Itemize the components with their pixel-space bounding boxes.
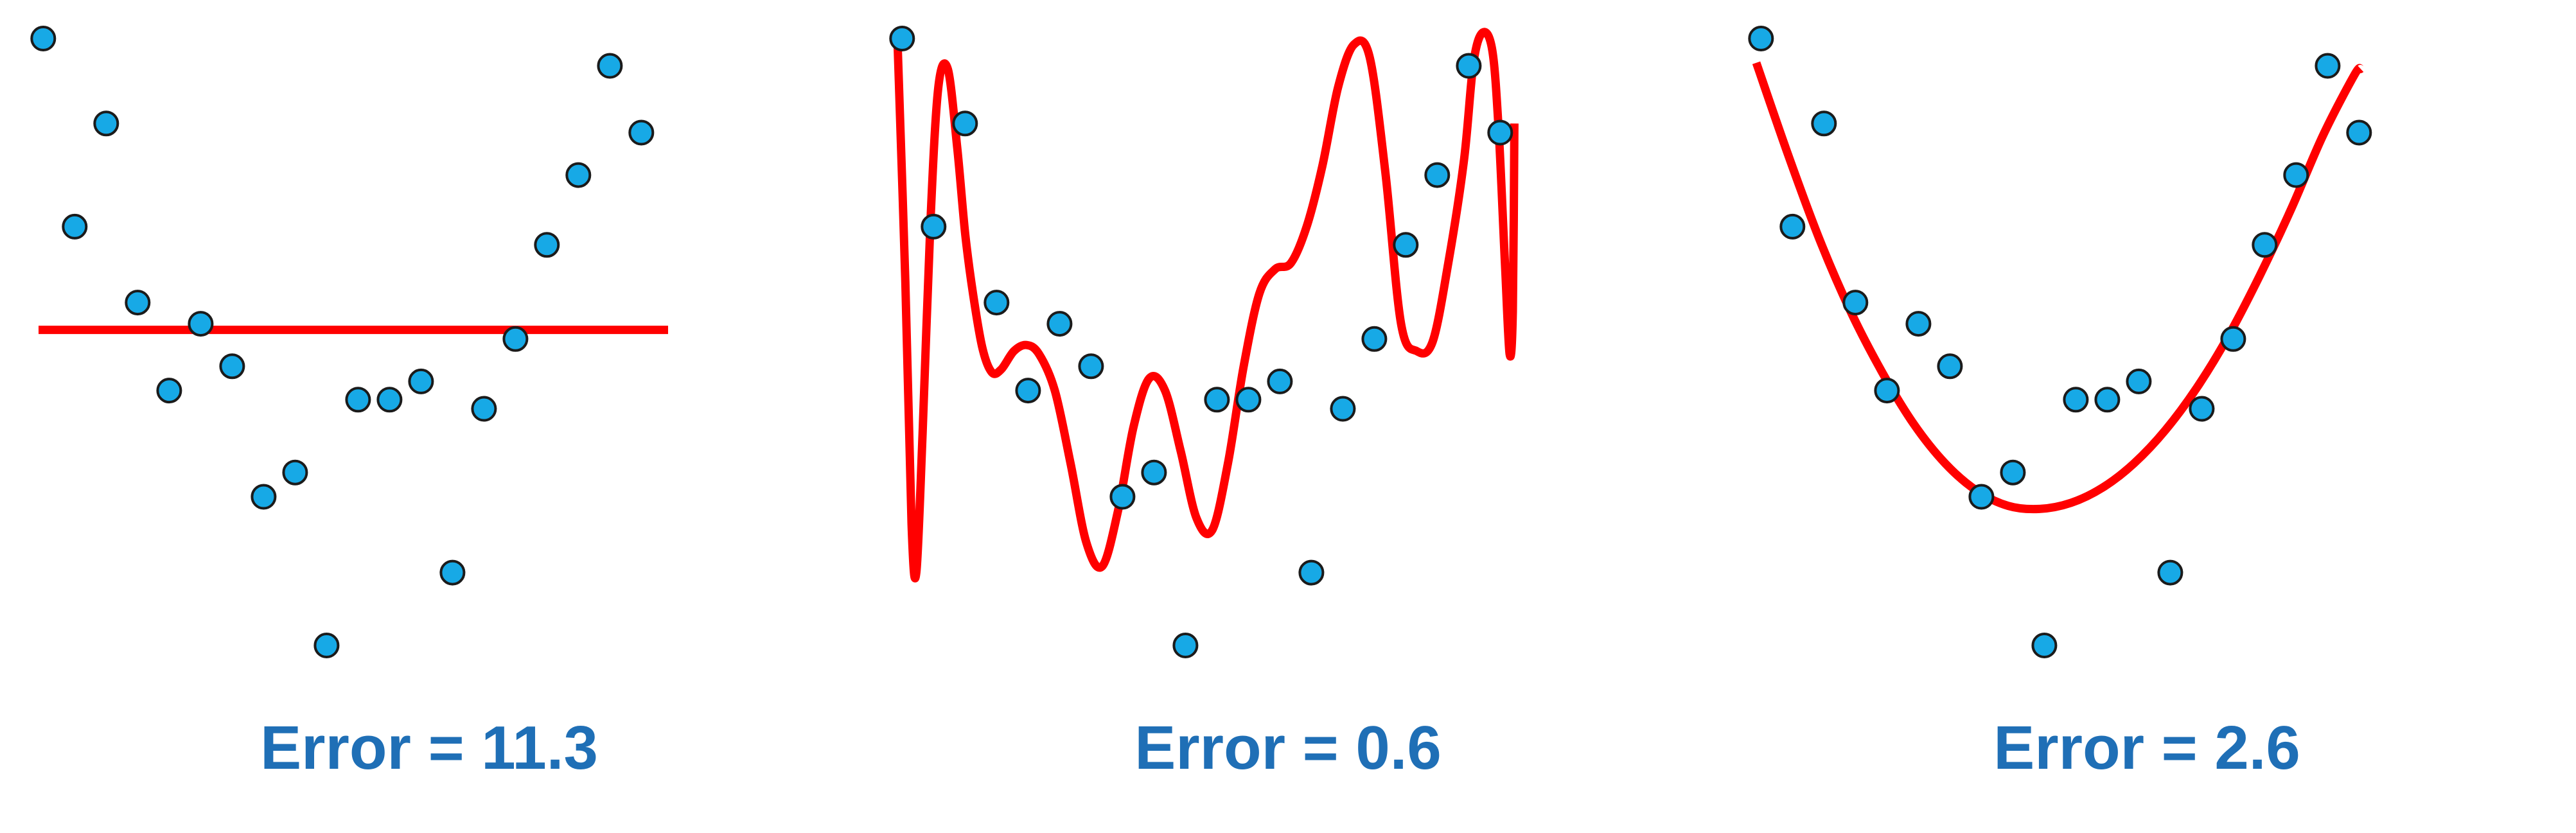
data-point-18 <box>1424 162 1451 188</box>
data-point-18 <box>2283 162 2309 188</box>
data-point-5 <box>156 378 182 404</box>
data-point-20 <box>1487 119 1513 146</box>
data-point-11 <box>2063 387 2089 413</box>
data-point-10 <box>313 633 340 658</box>
data-point-11 <box>1204 387 1230 413</box>
data-point-13 <box>2126 368 2152 394</box>
data-point-19 <box>1456 53 1482 79</box>
data-point-18 <box>565 162 592 188</box>
data-point-17 <box>2252 232 2278 258</box>
data-point-7 <box>1937 353 1963 380</box>
data-point-16 <box>502 326 529 352</box>
fit-curve <box>1752 61 2365 514</box>
data-point-2 <box>921 213 947 240</box>
data-point-4 <box>125 290 151 316</box>
data-point-16 <box>2220 326 2246 352</box>
data-point-6 <box>1905 311 1932 337</box>
data-point-4 <box>984 290 1010 316</box>
data-point-9 <box>282 459 308 486</box>
scatter-plot-constant-fit <box>30 26 668 658</box>
data-point-8 <box>251 484 277 510</box>
data-point-9 <box>2000 459 2026 486</box>
data-point-10 <box>2031 633 2058 658</box>
data-point-12 <box>2094 387 2121 413</box>
data-point-4 <box>1842 290 1869 316</box>
data-point-5 <box>1015 378 1041 404</box>
data-point-6 <box>1046 311 1073 337</box>
data-point-20 <box>2346 119 2372 146</box>
data-point-5 <box>1874 378 1900 404</box>
data-point-12 <box>376 387 403 413</box>
data-point-17 <box>1393 232 1419 258</box>
data-point-10 <box>1172 633 1199 658</box>
data-point-14 <box>1298 559 1325 586</box>
fit-curve <box>893 28 1519 583</box>
data-point-9 <box>1141 459 1167 486</box>
data-point-14 <box>439 559 466 586</box>
data-point-1 <box>1748 26 1774 51</box>
data-point-15 <box>1330 396 1356 422</box>
error-caption: Error = 2.6 <box>1993 714 2300 782</box>
data-point-14 <box>2157 559 2183 586</box>
data-point-15 <box>2189 396 2215 422</box>
data-point-12 <box>1235 387 1262 413</box>
data-point-17 <box>534 232 560 258</box>
data-point-8 <box>1109 484 1136 510</box>
chart-panel-constant-fit: Error = 11.3 <box>0 0 858 833</box>
error-caption: Error = 0.6 <box>1134 714 1442 782</box>
data-point-2 <box>1779 213 1806 240</box>
scatter-plot-overfit <box>889 26 1519 658</box>
data-point-15 <box>471 396 497 422</box>
data-point-1 <box>889 26 915 51</box>
data-point-13 <box>1267 368 1293 394</box>
chart-panel-quadratic-fit: Error = 2.6 <box>1718 0 2576 833</box>
data-point-1 <box>30 26 57 51</box>
data-point-3 <box>93 110 119 137</box>
data-point-19 <box>2315 53 2341 79</box>
data-point-6 <box>188 311 214 337</box>
data-point-13 <box>408 368 434 394</box>
data-point-7 <box>1078 353 1104 380</box>
data-point-7 <box>219 353 245 380</box>
data-point-19 <box>597 53 623 79</box>
scatter-plot-quadratic-fit <box>1748 26 2372 658</box>
error-caption: Error = 11.3 <box>260 714 598 782</box>
chart-panel-overfit: Error = 0.6 <box>859 0 1717 833</box>
data-point-16 <box>1361 326 1388 352</box>
data-point-3 <box>1811 110 1837 137</box>
data-point-2 <box>62 213 88 240</box>
data-point-11 <box>345 387 371 413</box>
data-point-8 <box>1968 484 1995 510</box>
data-point-3 <box>952 110 978 137</box>
data-point-20 <box>628 119 655 146</box>
